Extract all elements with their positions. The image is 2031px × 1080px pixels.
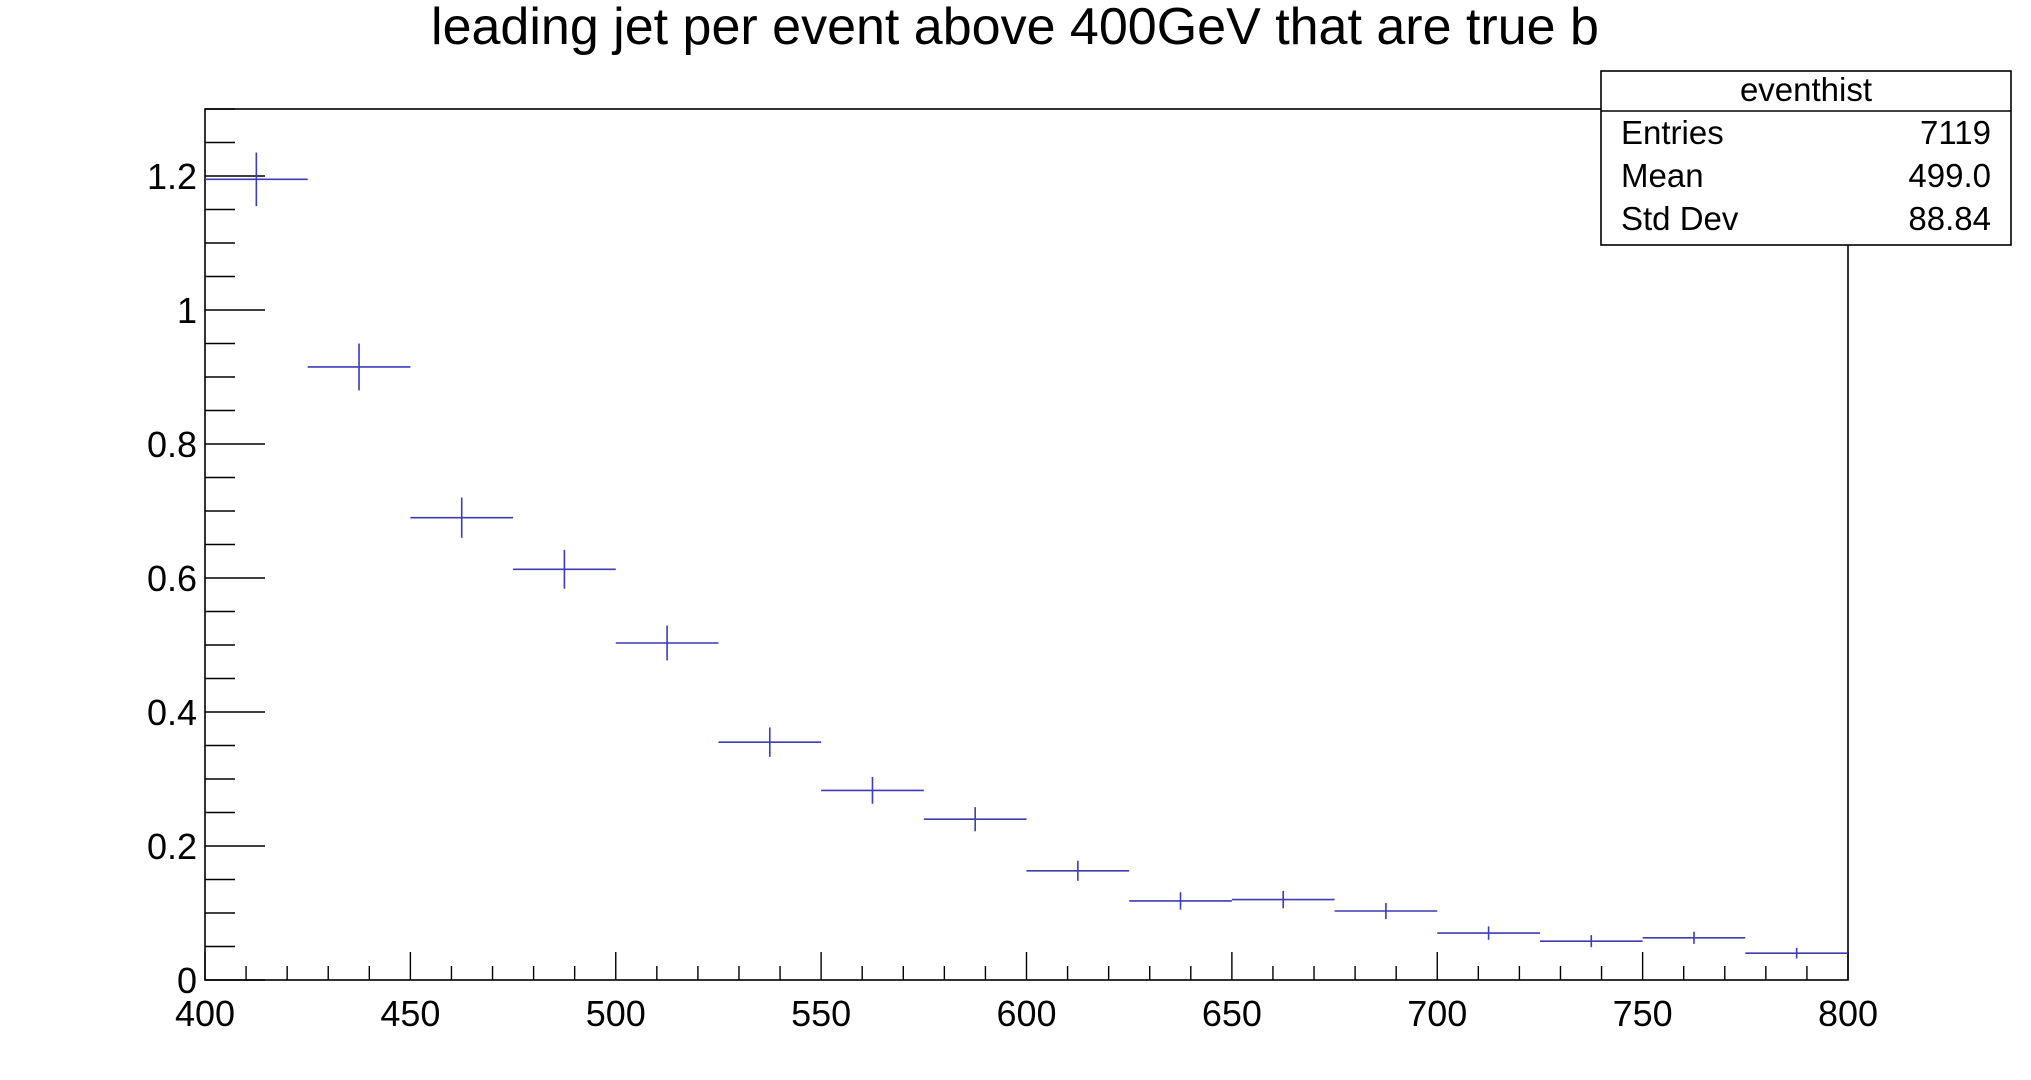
stats-label-std-dev: Std Dev bbox=[1621, 200, 1739, 237]
data-point bbox=[410, 497, 514, 538]
data-point bbox=[1026, 860, 1130, 881]
y-tick-label: 0.2 bbox=[147, 826, 197, 867]
stats-box: eventhist Entries 7119 Mean 499.0 Std De… bbox=[1600, 70, 2012, 246]
stats-value-entries: 7119 bbox=[1920, 114, 1991, 151]
y-axis: 0 0.2 0.4 0.6 0.8 1 1.2 bbox=[147, 108, 265, 1001]
data-point bbox=[1334, 902, 1438, 920]
x-tick-label: 500 bbox=[586, 993, 646, 1034]
data-point bbox=[1437, 926, 1540, 940]
x-tick-label: 450 bbox=[380, 993, 440, 1034]
data-point bbox=[1642, 931, 1746, 944]
data-point bbox=[923, 807, 1027, 832]
y-tick-label: 0.4 bbox=[147, 692, 197, 733]
y-tick-label: 1 bbox=[177, 290, 197, 331]
stats-label-entries: Entries bbox=[1621, 114, 1724, 151]
x-tick-label: 700 bbox=[1407, 993, 1467, 1034]
y-tick-label: 0.8 bbox=[147, 424, 197, 465]
x-tick-label: 600 bbox=[996, 993, 1056, 1034]
data-point bbox=[1745, 947, 1848, 959]
data-point bbox=[307, 343, 411, 391]
data-point bbox=[1539, 935, 1643, 948]
x-axis: 400 450 500 550 600 650 700 750 800 bbox=[175, 952, 1878, 1034]
x-tick-label: 400 bbox=[175, 993, 235, 1034]
data-point bbox=[513, 549, 616, 589]
data-point bbox=[205, 152, 308, 207]
data-point bbox=[821, 776, 924, 804]
data-point bbox=[1231, 890, 1335, 909]
x-tick-label: 650 bbox=[1202, 993, 1262, 1034]
y-tick-label: 0 bbox=[177, 960, 197, 1001]
y-tick-label: 0.6 bbox=[147, 558, 197, 599]
x-tick-label: 750 bbox=[1613, 993, 1673, 1034]
stats-box-title: eventhist bbox=[1740, 71, 1872, 108]
stats-value-mean: 499.0 bbox=[1908, 157, 1991, 194]
data-point bbox=[1129, 892, 1232, 910]
stats-label-mean: Mean bbox=[1621, 157, 1704, 194]
x-tick-label: 800 bbox=[1818, 993, 1878, 1034]
data-markers bbox=[205, 152, 1848, 959]
data-point bbox=[615, 625, 719, 661]
stats-value-std-dev: 88.84 bbox=[1908, 200, 1991, 237]
y-tick-label: 1.2 bbox=[147, 156, 197, 197]
chart-title: leading jet per event above 400GeV that … bbox=[431, 0, 1599, 56]
data-point bbox=[718, 727, 822, 757]
x-tick-label: 550 bbox=[791, 993, 851, 1034]
stats-box-frame bbox=[1600, 70, 2012, 246]
